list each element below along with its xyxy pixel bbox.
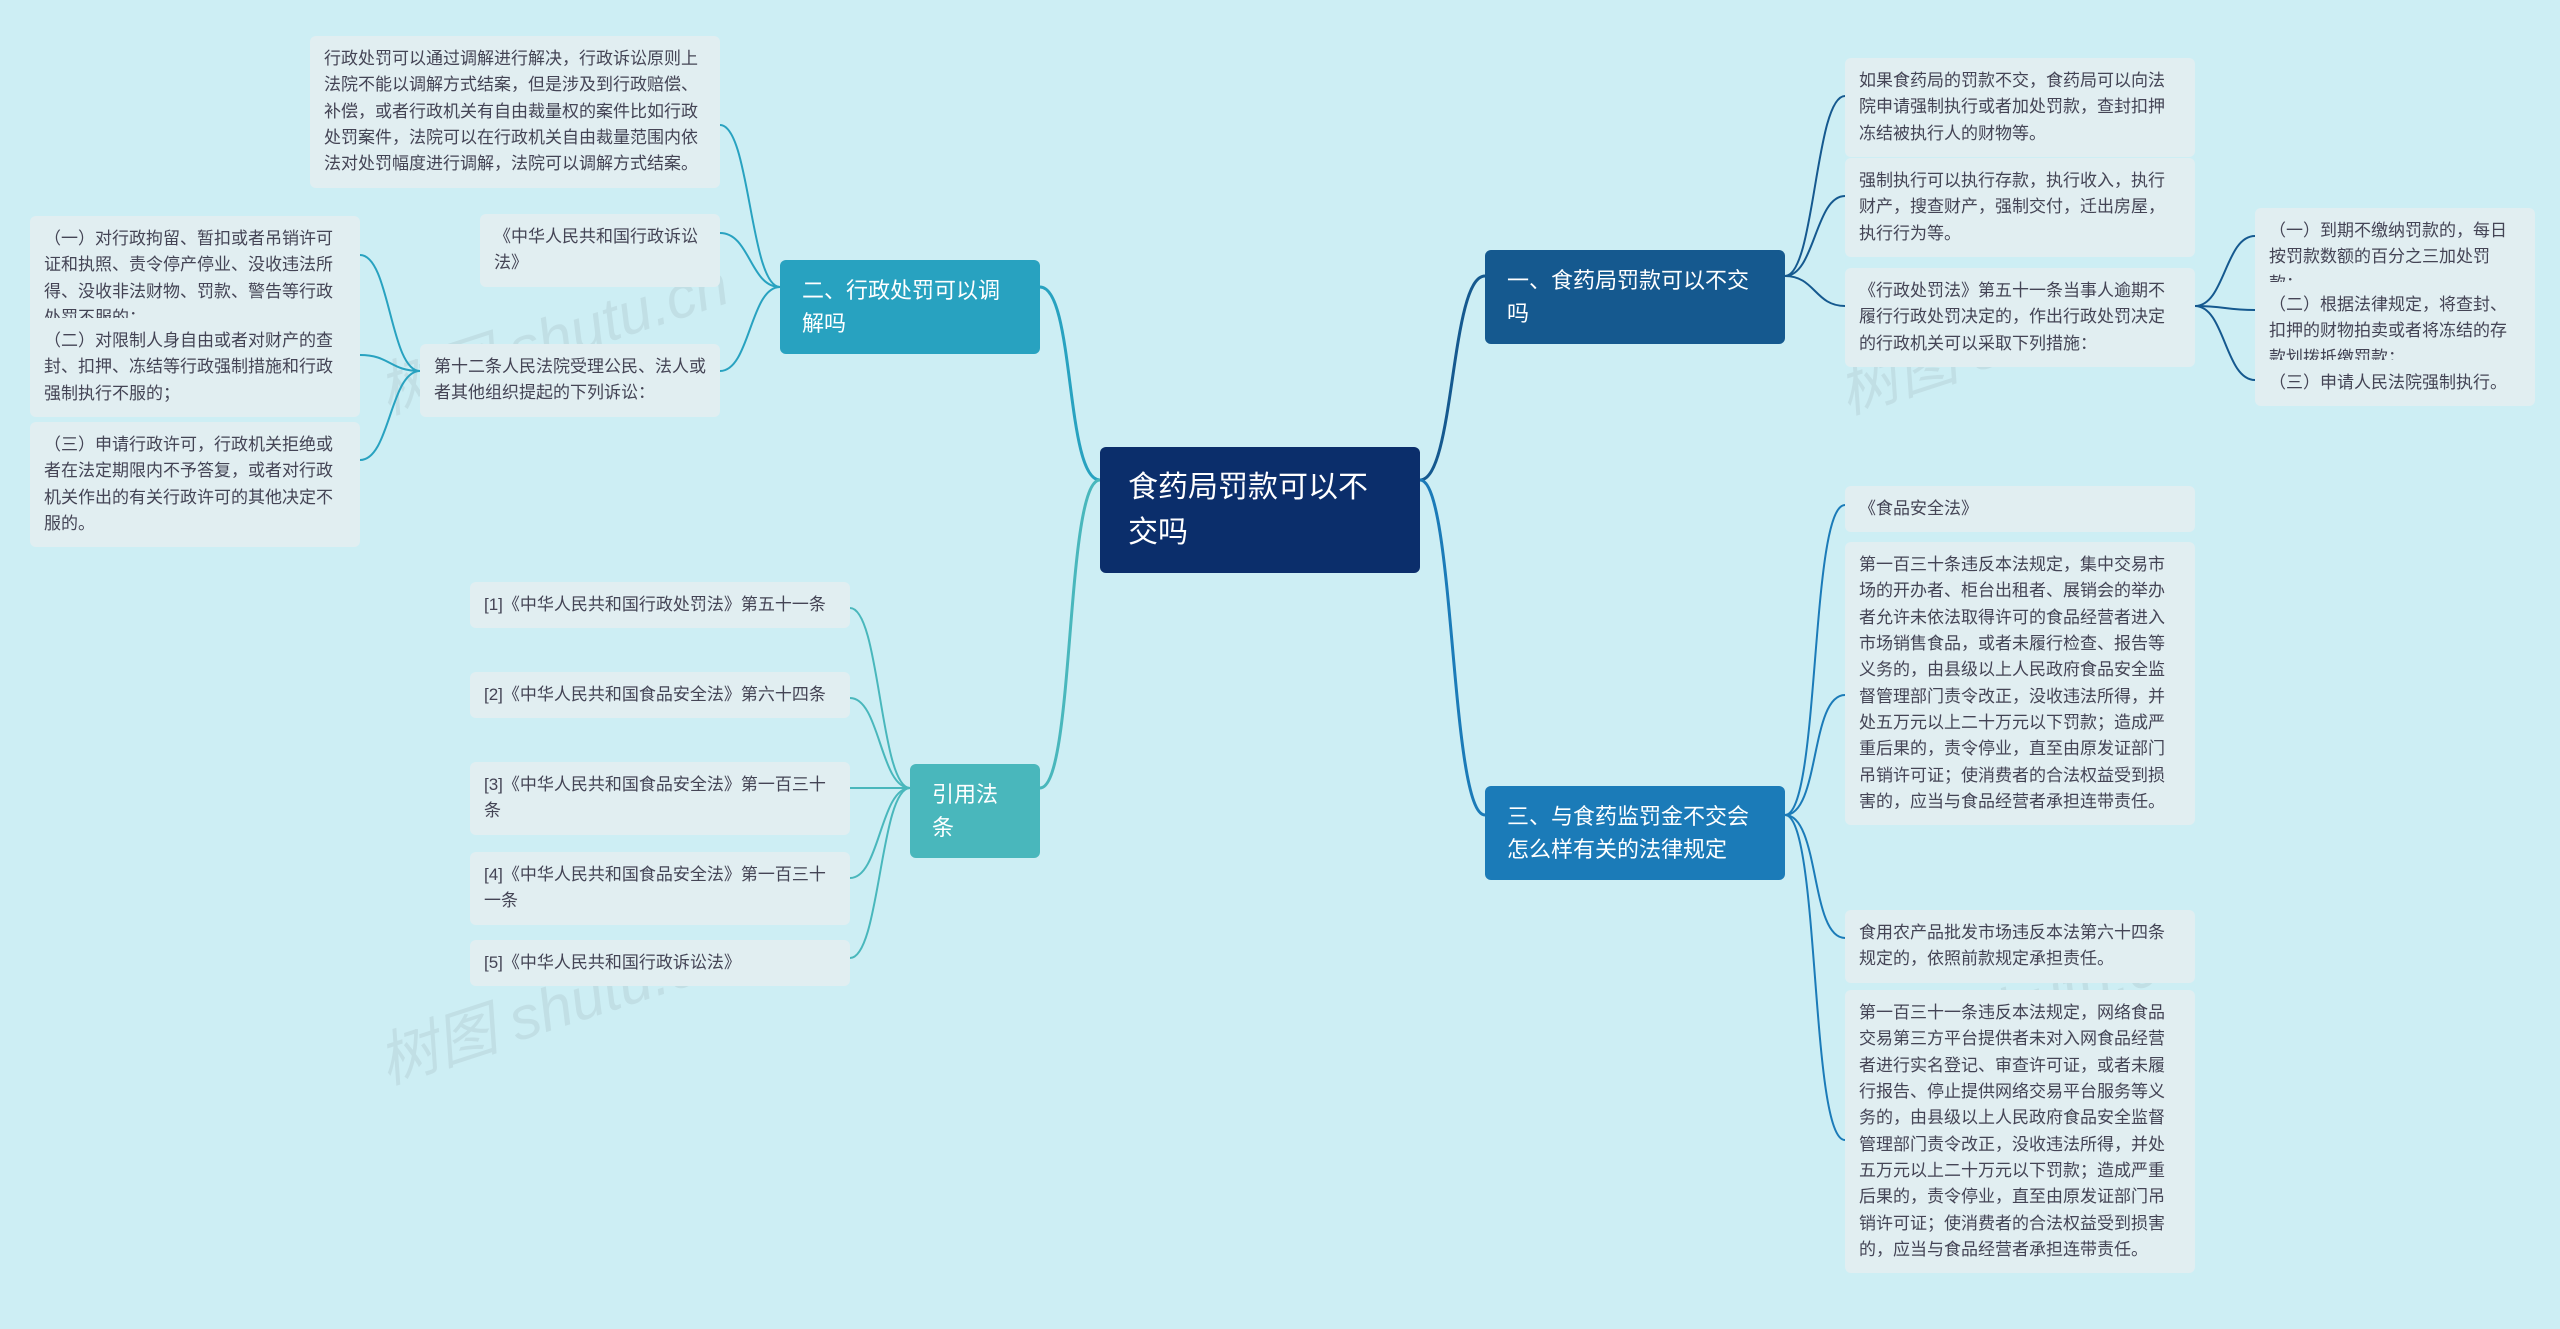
leaf-node: （三）申请人民法院强制执行。 (2255, 360, 2535, 406)
leaf-node: [3]《中华人民共和国食品安全法》第一百三十条 (470, 762, 850, 835)
branch-three[interactable]: 三、与食药监罚金不交会怎么样有关的法律规定 (1485, 786, 1785, 880)
leaf-node: （三）申请行政许可，行政机关拒绝或者在法定期限内不予答复，或者对行政机关作出的有… (30, 422, 360, 547)
leaf-node: 《食品安全法》 (1845, 486, 2195, 532)
leaf-node: [2]《中华人民共和国食品安全法》第六十四条 (470, 672, 850, 718)
branch-two[interactable]: 二、行政处罚可以调解吗 (780, 260, 1040, 354)
leaf-node: （二）对限制人身自由或者对财产的查封、扣押、冻结等行政强制措施和行政强制执行不服… (30, 318, 360, 417)
leaf-node: [5]《中华人民共和国行政诉讼法》 (470, 940, 850, 986)
leaf-node: 《中华人民共和国行政诉讼法》 (480, 214, 720, 287)
leaf-node: 《行政处罚法》第五十一条当事人逾期不履行行政处罚决定的，作出行政处罚决定的行政机… (1845, 268, 2195, 367)
branch-four[interactable]: 引用法条 (910, 764, 1040, 858)
leaf-node: 强制执行可以执行存款，执行收入，执行财产，搜查财产，强制交付，迁出房屋，执行行为… (1845, 158, 2195, 257)
leaf-node: [1]《中华人民共和国行政处罚法》第五十一条 (470, 582, 850, 628)
center-node[interactable]: 食药局罚款可以不交吗 (1100, 447, 1420, 573)
branch-one[interactable]: 一、食药局罚款可以不交吗 (1485, 250, 1785, 344)
leaf-node: 食用农产品批发市场违反本法第六十四条规定的，依照前款规定承担责任。 (1845, 910, 2195, 983)
leaf-node: 第十二条人民法院受理公民、法人或者其他组织提起的下列诉讼： (420, 344, 720, 417)
leaf-node: 第一百三十一条违反本法规定，网络食品交易第三方平台提供者未对入网食品经营者进行实… (1845, 990, 2195, 1273)
leaf-node: [4]《中华人民共和国食品安全法》第一百三十一条 (470, 852, 850, 925)
leaf-node: 行政处罚可以通过调解进行解决，行政诉讼原则上法院不能以调解方式结案，但是涉及到行… (310, 36, 720, 188)
leaf-node: 第一百三十条违反本法规定，集中交易市场的开办者、柜台出租者、展销会的举办者允许未… (1845, 542, 2195, 825)
leaf-node: 如果食药局的罚款不交，食药局可以向法院申请强制执行或者加处罚款，查封扣押冻结被执… (1845, 58, 2195, 157)
